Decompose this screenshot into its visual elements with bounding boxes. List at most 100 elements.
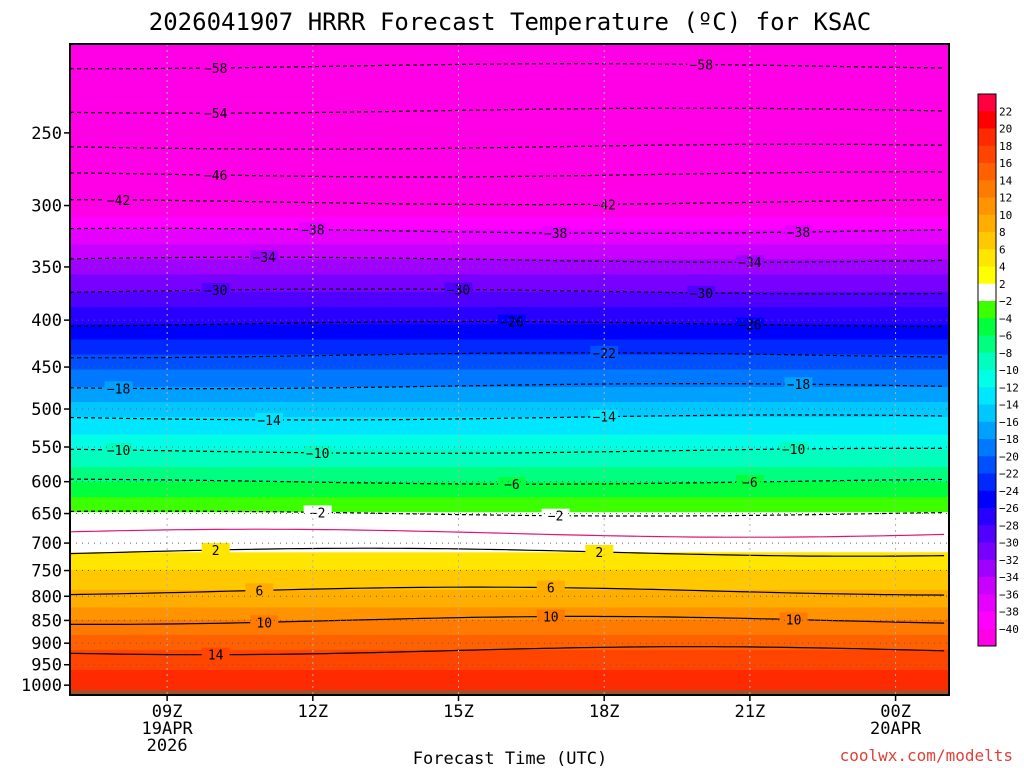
y-tick-label: 850 xyxy=(31,611,62,631)
temperature-band xyxy=(70,111,949,115)
colorbar-frame xyxy=(977,93,997,647)
temperature-band xyxy=(70,231,949,235)
temperature-band xyxy=(70,464,949,468)
temperature-band xyxy=(70,467,949,471)
temperature-band xyxy=(70,169,949,173)
colorbar-swatch xyxy=(978,421,996,440)
colorbar-label: 2 xyxy=(999,278,1006,291)
contour-label-bg xyxy=(784,225,813,239)
temperature-band xyxy=(70,264,949,268)
temperature-band xyxy=(70,156,949,160)
temperature-band xyxy=(70,502,949,506)
colorbar-label: 12 xyxy=(999,192,1012,205)
colorbar-label: −40 xyxy=(999,623,1019,636)
temperature-band xyxy=(70,116,949,120)
contour-label-bg xyxy=(541,508,570,522)
temperature-band xyxy=(70,444,949,448)
x-tick-label: 19APR xyxy=(142,719,194,739)
temperature-band xyxy=(70,412,949,416)
temperature-band xyxy=(70,472,949,476)
temperature-band xyxy=(70,397,949,401)
colorbar-label: −30 xyxy=(999,537,1019,550)
temperature-band xyxy=(70,106,949,110)
contour-line xyxy=(69,586,945,596)
temperature-band xyxy=(70,364,949,368)
contour-label: −2 xyxy=(310,506,326,521)
temperature-band xyxy=(70,507,949,511)
temperature-band xyxy=(70,104,949,108)
temperature-band xyxy=(70,96,949,100)
contour-label: −22 xyxy=(592,347,615,362)
chart-title: 2026041907 HRRR Forecast Temperature (ºC… xyxy=(149,8,871,36)
temperature-band xyxy=(70,674,949,679)
contour-label-bg xyxy=(201,283,230,297)
temperature-band xyxy=(70,562,949,566)
temperature-band xyxy=(70,542,949,546)
temperature-band xyxy=(70,151,949,155)
contour-label-bg xyxy=(497,477,526,491)
temperature-band xyxy=(70,554,949,558)
temperature-band xyxy=(70,311,949,316)
temperature-band xyxy=(70,407,949,411)
y-tick-label: 450 xyxy=(31,358,62,378)
temperature-band xyxy=(70,44,949,48)
temperature-band xyxy=(70,56,949,60)
contour-label-bg xyxy=(201,647,230,661)
temperature-band xyxy=(70,594,949,598)
temperature-band xyxy=(70,226,949,230)
temperature-band xyxy=(70,179,949,183)
temperature-band xyxy=(70,662,949,666)
temperature-band xyxy=(70,351,949,356)
temperature-band xyxy=(70,524,949,528)
temperature-band xyxy=(70,134,949,138)
y-tick-label: 500 xyxy=(31,400,62,420)
temperature-band xyxy=(70,271,949,275)
contour-label-bg xyxy=(201,168,230,182)
contour-label: −46 xyxy=(204,169,227,184)
temperature-band xyxy=(70,49,949,53)
contour-label: −38 xyxy=(787,226,810,241)
temperature-band xyxy=(70,144,949,148)
temperature-band xyxy=(70,522,949,526)
temperature-band xyxy=(70,256,949,260)
temperature-band xyxy=(70,499,949,503)
temperature-band xyxy=(70,189,949,193)
temperature-band xyxy=(70,589,949,593)
temperature-band xyxy=(70,54,949,58)
temperature-band xyxy=(70,454,949,458)
temperature-band xyxy=(70,399,949,403)
temperature-band xyxy=(70,84,949,88)
temperature-band xyxy=(70,392,949,396)
temperature-band xyxy=(70,519,949,523)
temperature-band xyxy=(70,214,949,218)
temperature-band xyxy=(70,459,949,463)
contour-label: −18 xyxy=(107,382,130,397)
contour-label: −6 xyxy=(504,478,520,493)
contour-label-bg xyxy=(779,442,808,456)
x-tick-label: 18Z xyxy=(589,702,620,722)
temperature-band xyxy=(70,514,949,518)
colorbar-label: 20 xyxy=(999,123,1012,136)
colorbar-swatch xyxy=(978,594,996,612)
contour-line xyxy=(70,63,945,70)
contour-label-bg xyxy=(104,442,133,456)
colorbar-label: −12 xyxy=(999,381,1019,394)
temperature-band xyxy=(70,46,949,50)
temperature-band xyxy=(70,367,949,371)
temperature-band xyxy=(70,587,949,591)
temperature-band xyxy=(70,246,949,250)
temperature-band xyxy=(70,309,949,313)
temperature-band xyxy=(70,592,949,596)
contour-line xyxy=(69,414,945,421)
contour-label-bg xyxy=(497,314,526,328)
temperature-band xyxy=(70,389,949,393)
temperature-band xyxy=(70,679,949,684)
temperature-band xyxy=(70,139,949,143)
temperature-band xyxy=(70,336,949,341)
y-tick-label: 1000 xyxy=(21,676,62,696)
temperature-band xyxy=(70,181,949,185)
colorbar-swatch xyxy=(978,404,996,423)
temperature-band xyxy=(70,329,949,333)
temperature-band xyxy=(70,504,949,508)
